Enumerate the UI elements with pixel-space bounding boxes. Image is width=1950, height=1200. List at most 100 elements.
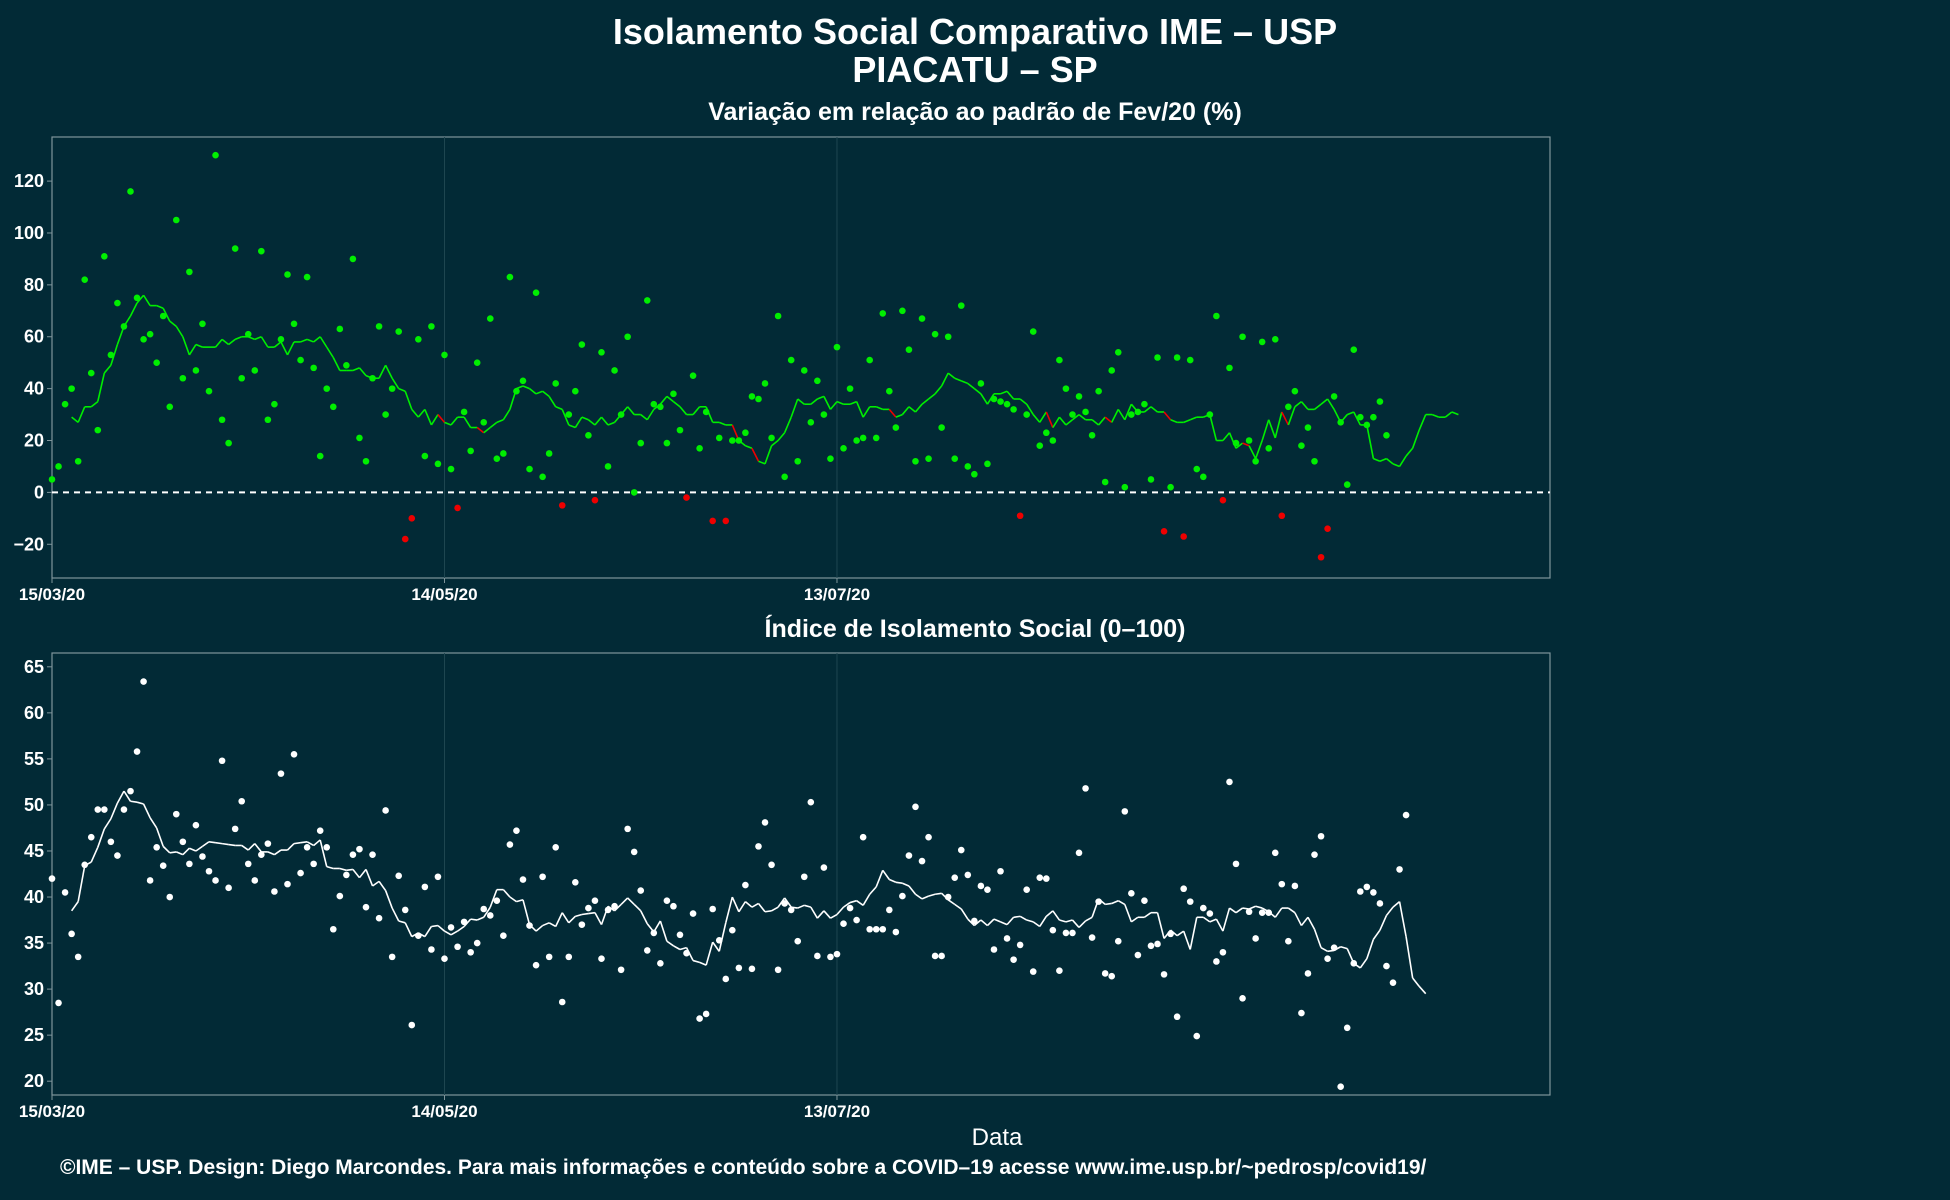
data-point (1029, 328, 1037, 335)
data-point (1121, 483, 1129, 491)
moving-average-segment (182, 847, 190, 856)
data-point (1232, 439, 1240, 447)
data-point (598, 955, 605, 963)
data-point (951, 455, 959, 462)
data-point (1206, 411, 1214, 418)
moving-average-segment (463, 918, 472, 928)
moving-average-segment (843, 901, 851, 908)
moving-average-segment (575, 913, 583, 918)
moving-average-segment (1189, 416, 1198, 421)
data-point (1016, 941, 1024, 949)
data-point (336, 325, 344, 333)
y-tick-label: 35 (24, 933, 44, 953)
moving-average-segment (745, 444, 753, 450)
data-point (899, 892, 906, 900)
data-point (1049, 926, 1057, 934)
moving-average-segment (1405, 447, 1414, 457)
data-point (663, 897, 671, 905)
data-point (833, 950, 841, 958)
data-point (1337, 1083, 1344, 1091)
moving-average-segment (1261, 419, 1270, 441)
moving-average-segment (849, 899, 857, 904)
data-point (1016, 512, 1024, 520)
data-point (480, 419, 488, 426)
moving-average-segment (783, 897, 792, 908)
data-point (742, 429, 749, 437)
data-point (1304, 424, 1312, 431)
data-point (271, 888, 278, 895)
data-point (87, 369, 95, 377)
moving-average-segment (293, 841, 301, 845)
data-point (68, 385, 75, 392)
moving-average-segment (502, 408, 511, 421)
moving-average-segment (1248, 445, 1257, 460)
data-point (349, 255, 357, 263)
moving-average-segment (1385, 906, 1394, 916)
data-point (1043, 429, 1050, 437)
moving-average-segment (280, 341, 289, 356)
data-point (696, 1015, 703, 1022)
data-point (944, 893, 952, 901)
data-point (800, 367, 808, 374)
moving-average-segment (764, 445, 773, 465)
data-point (153, 359, 160, 366)
moving-average-segment (1412, 977, 1420, 987)
moving-average-segment (724, 896, 734, 924)
moving-average-segment (777, 897, 786, 908)
moving-average-segment (797, 398, 805, 405)
data-point (1219, 496, 1227, 504)
data-point (585, 904, 592, 912)
data-point (886, 387, 893, 395)
moving-average-segment (1039, 915, 1047, 927)
data-point (1173, 354, 1181, 361)
data-point (61, 400, 69, 408)
data-point (369, 374, 376, 382)
moving-average-segment (1255, 905, 1263, 909)
data-point (1088, 934, 1096, 941)
data-point (1160, 971, 1168, 978)
moving-average-segment (757, 902, 766, 913)
data-point (951, 874, 959, 881)
data-point (1304, 970, 1312, 977)
data-point (1134, 951, 1142, 959)
data-point (755, 843, 762, 850)
data-point (480, 905, 488, 913)
moving-average-segment (228, 843, 236, 847)
moving-average-segment (424, 926, 433, 938)
moving-average-segment (71, 416, 79, 423)
data-point (912, 457, 919, 465)
data-point (1036, 874, 1044, 881)
moving-average-segment (195, 845, 203, 852)
moving-average-segment (110, 802, 119, 820)
data-point (127, 188, 134, 195)
moving-average-segment (758, 460, 766, 465)
data-point (833, 343, 841, 351)
moving-average-segment (1078, 920, 1087, 928)
moving-average-segment (627, 897, 635, 905)
data-point (1200, 904, 1207, 912)
data-point (617, 411, 625, 418)
data-point (1095, 898, 1102, 905)
moving-average-segment (1026, 919, 1034, 923)
moving-average-segment (718, 922, 727, 952)
moving-average-segment (1398, 455, 1407, 467)
moving-average-segment (1045, 411, 1054, 428)
data-point (61, 889, 69, 896)
moving-average-segment (1026, 403, 1034, 415)
moving-average-segment (444, 421, 452, 426)
moving-average-segment (535, 390, 543, 395)
data-point (94, 806, 102, 813)
moving-average-segment (659, 920, 668, 942)
data-point (101, 806, 108, 813)
moving-average-segment (594, 912, 603, 926)
data-point (1186, 356, 1194, 364)
moving-average-segment (1418, 985, 1427, 995)
data-point (114, 852, 121, 859)
moving-average-segment (875, 870, 884, 888)
moving-average-segment (908, 885, 917, 895)
moving-average-segment (254, 336, 262, 341)
data-point (990, 395, 998, 403)
data-point (186, 268, 193, 276)
moving-average-segment (489, 421, 498, 429)
moving-average-segment (70, 901, 79, 912)
